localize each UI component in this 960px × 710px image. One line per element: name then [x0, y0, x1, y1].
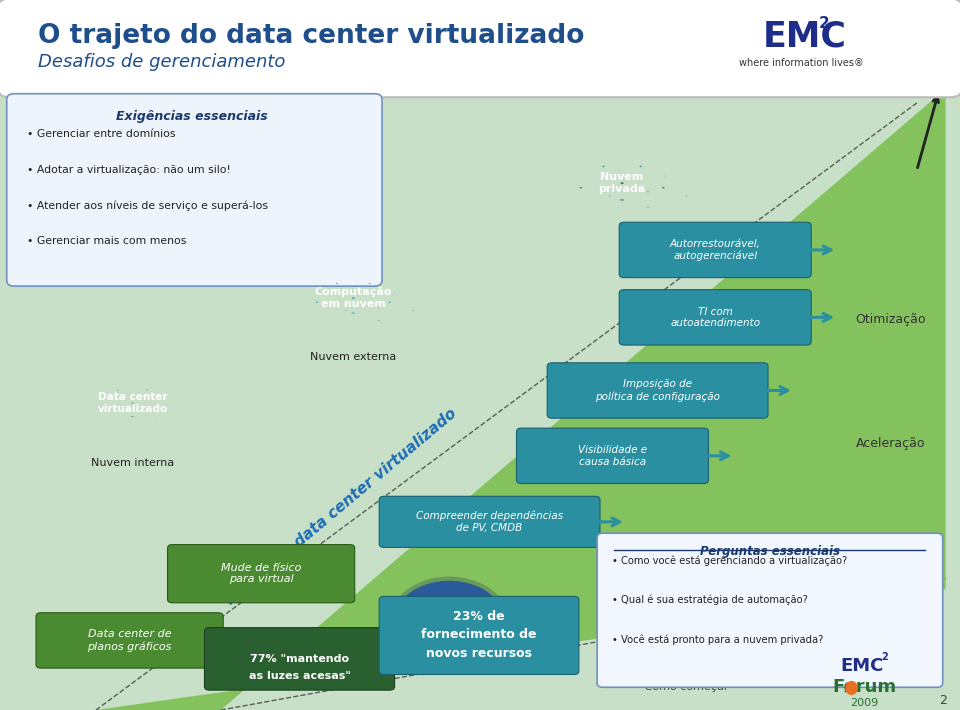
Ellipse shape [164, 406, 166, 408]
Text: Perguntas essenciais: Perguntas essenciais [700, 545, 840, 558]
Text: EMC: EMC [840, 657, 884, 675]
Ellipse shape [127, 413, 129, 414]
Text: Computação
em nuvem: Computação em nuvem [315, 288, 392, 309]
Ellipse shape [620, 200, 624, 201]
Text: 2: 2 [819, 16, 829, 31]
Ellipse shape [351, 297, 355, 299]
FancyBboxPatch shape [547, 363, 768, 418]
Ellipse shape [603, 165, 605, 167]
Wedge shape [392, 579, 507, 664]
FancyBboxPatch shape [204, 628, 395, 690]
Ellipse shape [580, 187, 582, 189]
Ellipse shape [369, 283, 371, 284]
Text: Otimização: Otimização [855, 313, 926, 326]
Text: as luzes acesas": as luzes acesas" [249, 671, 350, 681]
Text: • Atender aos níveis de serviço e superá-los: • Atender aos níveis de serviço e superá… [27, 200, 268, 211]
Ellipse shape [845, 681, 858, 695]
Ellipse shape [389, 302, 391, 303]
Text: 23% de: 23% de [453, 610, 505, 623]
Ellipse shape [345, 310, 347, 311]
Text: Data center
virtualizado: Data center virtualizado [97, 393, 168, 414]
Ellipse shape [351, 312, 355, 314]
Text: • Como você está gerenciando a virtualização?: • Como você está gerenciando a virtualiz… [612, 555, 848, 566]
Text: Førum: Førum [832, 677, 896, 696]
Text: Nuvem externa: Nuvem externa [310, 352, 396, 362]
FancyBboxPatch shape [36, 613, 223, 668]
Text: 77% "mantendo: 77% "mantendo [250, 654, 349, 664]
Ellipse shape [169, 398, 170, 399]
Ellipse shape [394, 293, 396, 294]
Text: Mude de físico
para virtual: Mude de físico para virtual [221, 563, 301, 584]
Ellipse shape [336, 283, 338, 284]
Ellipse shape [664, 175, 666, 177]
Ellipse shape [412, 310, 414, 311]
Text: 2: 2 [881, 652, 889, 662]
Text: • Qual é sua estratégia de automação?: • Qual é sua estratégia de automação? [612, 595, 808, 606]
Ellipse shape [662, 187, 664, 189]
Text: 2009: 2009 [850, 698, 878, 708]
Text: Visibilidade e
causa básica: Visibilidade e causa básica [578, 445, 647, 466]
Text: • Adotar a virtualização: não um silo!: • Adotar a virtualização: não um silo! [27, 165, 230, 175]
Text: Compreender dependências
de PV, CMDB: Compreender dependências de PV, CMDB [416, 510, 564, 533]
Text: novos recursos: novos recursos [426, 647, 532, 660]
FancyBboxPatch shape [619, 222, 811, 278]
Text: Exigências essenciais: Exigências essenciais [116, 110, 268, 123]
Text: EMC: EMC [763, 20, 847, 54]
Ellipse shape [685, 195, 687, 197]
FancyBboxPatch shape [168, 545, 355, 603]
Text: O trajeto do data center virtualizado: O trajeto do data center virtualizado [38, 23, 585, 49]
Polygon shape [96, 89, 946, 710]
Text: Autorrestourável,
autogerenciável: Autorrestourável, autogerenciável [670, 239, 760, 261]
Text: Nuvem interna: Nuvem interna [91, 458, 174, 468]
FancyBboxPatch shape [7, 94, 382, 286]
Ellipse shape [99, 406, 101, 408]
Ellipse shape [131, 416, 134, 417]
Text: • Você está pronto para a nuvem privada?: • Você está pronto para a nuvem privada? [612, 635, 824, 645]
Ellipse shape [132, 403, 133, 404]
Text: Desafios de gerenciamento: Desafios de gerenciamento [38, 53, 286, 70]
Ellipse shape [184, 413, 186, 414]
Text: TI com
autoatendimento: TI com autoatendimento [670, 307, 760, 328]
FancyBboxPatch shape [597, 533, 943, 687]
Ellipse shape [609, 195, 611, 197]
Ellipse shape [646, 207, 650, 208]
Text: Como começar: Como começar [645, 682, 729, 692]
Ellipse shape [377, 320, 381, 321]
Text: Trajeto do data center virtualizado: Trajeto do data center virtualizado [222, 406, 460, 609]
Ellipse shape [316, 302, 318, 303]
FancyBboxPatch shape [619, 290, 811, 345]
Text: fornecimento de: fornecimento de [421, 628, 537, 640]
Text: • Gerenciar mais com menos: • Gerenciar mais com menos [27, 236, 186, 246]
FancyBboxPatch shape [379, 596, 579, 674]
Text: where information lives®: where information lives® [739, 58, 864, 68]
Text: Aceleração: Aceleração [856, 437, 925, 450]
Ellipse shape [630, 175, 632, 177]
Text: Imposição de
política de configuração: Imposição de política de configuração [595, 379, 720, 402]
Ellipse shape [156, 410, 157, 411]
FancyBboxPatch shape [379, 496, 600, 547]
Text: Data center de
planos gráficos: Data center de planos gráficos [87, 629, 172, 652]
Ellipse shape [639, 165, 641, 167]
FancyBboxPatch shape [516, 428, 708, 484]
Ellipse shape [620, 182, 624, 184]
Wedge shape [394, 621, 454, 664]
FancyBboxPatch shape [0, 0, 960, 97]
Ellipse shape [646, 191, 650, 192]
Text: Nuvem
privada: Nuvem privada [598, 173, 646, 194]
Text: • Gerenciar entre domínios: • Gerenciar entre domínios [27, 129, 176, 139]
Text: 2: 2 [939, 694, 947, 707]
Ellipse shape [378, 306, 380, 307]
Ellipse shape [143, 398, 144, 399]
Ellipse shape [363, 293, 365, 294]
